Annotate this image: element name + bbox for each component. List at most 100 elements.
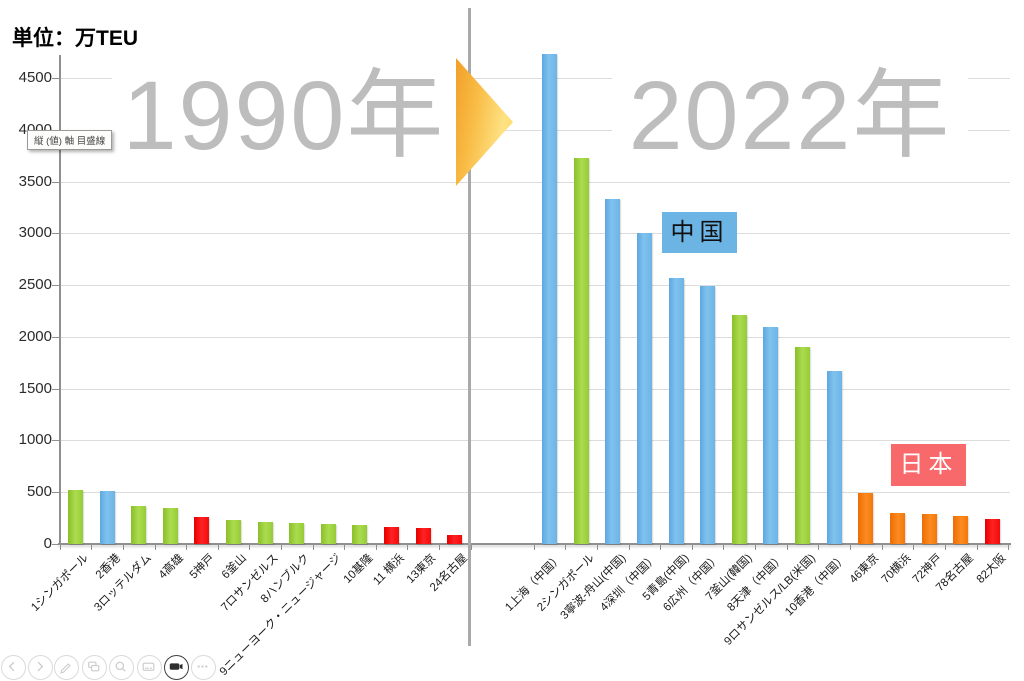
- x-axis-tick: [596, 545, 598, 550]
- x-axis-tick: [1008, 545, 1010, 550]
- gridline-2000: [60, 336, 1010, 338]
- captions-button[interactable]: [136, 655, 162, 680]
- gridline-tooltip: 縦 (値) 軸 目盛線: [27, 130, 113, 150]
- zoom-button[interactable]: [109, 655, 134, 680]
- x-axis-tick: [881, 545, 883, 550]
- unit-label: 単位：万TEU: [12, 27, 138, 50]
- china-label: 中国: [662, 212, 737, 253]
- bar-6釜山: [226, 519, 241, 544]
- see-all-slides-icon: [88, 661, 100, 672]
- bar-5青島(中国): [668, 277, 684, 544]
- x-axis-line: [58, 543, 1011, 545]
- x-axis-tick: [628, 545, 630, 550]
- bar-1上海（中国）: [542, 54, 557, 544]
- divider-line: [468, 8, 471, 646]
- x-axis-tick: [122, 545, 124, 550]
- bar-2シンガポール: [573, 157, 589, 544]
- x-axis-tick: [533, 545, 535, 550]
- gridline-4500: [60, 78, 1010, 79]
- y-axis-label: 3000: [18, 224, 52, 242]
- bar-3ロッテルダム: [131, 505, 147, 544]
- x-axis-tick: [850, 545, 851, 550]
- y-axis-label: 1000: [18, 431, 52, 449]
- category-label-text: 4高雄: [156, 552, 186, 582]
- bar-8天津（中国）: [763, 326, 779, 544]
- captions-icon: [142, 662, 154, 671]
- x-axis-tick: [59, 545, 61, 550]
- x-axis-tick: [344, 545, 346, 550]
- category-label-text: 5神戸: [188, 552, 218, 582]
- x-axis-tick: [976, 545, 978, 550]
- bar-3寧波-舟山(中国): [605, 198, 621, 544]
- x-axis-tick: [723, 545, 725, 550]
- x-axis-tick: [186, 545, 188, 550]
- bar-82大阪: [984, 518, 1000, 544]
- bar-24名古屋: [447, 534, 463, 544]
- y-axis-label: 2000: [18, 327, 52, 345]
- see-all-slides-button[interactable]: [82, 655, 107, 680]
- y-axis-tick: [52, 492, 60, 494]
- bar-7ロサンゼルス: [257, 521, 273, 544]
- x-axis-tick: [818, 545, 820, 550]
- category-label-text: 11 横浜: [371, 552, 408, 588]
- x-axis-tick: [944, 545, 946, 550]
- x-axis-tick: [249, 545, 251, 550]
- x-axis-tick: [786, 545, 788, 550]
- category-label-text: 82大阪: [974, 552, 1008, 586]
- bar-6広州（中国）: [700, 286, 716, 544]
- gridline-1500: [60, 388, 1010, 390]
- y-axis-tick: [52, 544, 60, 545]
- x-axis-tick: [91, 545, 93, 550]
- pen-icon: [60, 663, 71, 674]
- zoom-icon: [115, 661, 126, 672]
- bar-7釜山(韓国): [731, 315, 747, 544]
- y-axis-label: 4500: [18, 69, 52, 86]
- y-axis-tick: [52, 285, 60, 287]
- y-axis-label: 500: [26, 483, 52, 501]
- watermark-2022: 2022年: [612, 62, 968, 172]
- y-axis-line: [59, 55, 61, 545]
- y-axis-label: 0: [43, 535, 52, 552]
- pen-button[interactable]: [54, 655, 79, 680]
- x-axis-tick: [913, 545, 915, 550]
- bar-1シンガポール: [68, 489, 83, 544]
- category-label-text: 1シンガポール: [29, 552, 92, 614]
- category-label-text: 10基隆: [341, 552, 376, 586]
- bar-4高雄: [162, 507, 178, 544]
- y-axis-tick: [52, 78, 60, 79]
- next-slide-button[interactable]: [27, 655, 53, 680]
- bar-11 横浜: [384, 526, 399, 544]
- gridline-500: [60, 492, 1010, 494]
- x-axis-tick: [407, 545, 409, 550]
- bar-10香港（中国）: [826, 371, 842, 544]
- gridline-3000: [60, 233, 1010, 235]
- y-axis-label: 1500: [18, 379, 52, 397]
- bar-2香港: [99, 491, 115, 544]
- presenter-toolbar: [0, 655, 230, 681]
- japan-label: 日本: [891, 444, 966, 486]
- gridline-1000: [60, 440, 1010, 442]
- previous-slide-icon: [8, 661, 15, 672]
- x-axis-tick: [565, 545, 567, 550]
- bar-4深圳（中国）: [636, 232, 652, 544]
- more-options-icon: [197, 665, 207, 668]
- bar-5神戸: [194, 517, 210, 544]
- bar-9ロサンゼルス/LB(米国): [795, 346, 811, 544]
- gridline-3500: [60, 181, 1010, 183]
- bar-70横浜: [889, 512, 905, 544]
- x-axis-tick: [438, 545, 440, 550]
- bar-72神戸: [921, 513, 937, 544]
- camera-icon: [169, 663, 183, 670]
- more-options-button[interactable]: [190, 655, 216, 680]
- gridline-2500: [60, 285, 1010, 287]
- previous-slide-button[interactable]: [1, 655, 26, 680]
- x-axis-tick: [312, 545, 314, 550]
- y-axis-label: 2500: [18, 276, 52, 294]
- x-axis-tick: [691, 545, 693, 550]
- x-axis-tick: [217, 545, 219, 550]
- bar-78名古屋: [953, 516, 969, 544]
- bar-8ハンブルク: [289, 523, 305, 544]
- camera-button[interactable]: [164, 655, 189, 680]
- y-axis-tick: [52, 336, 60, 338]
